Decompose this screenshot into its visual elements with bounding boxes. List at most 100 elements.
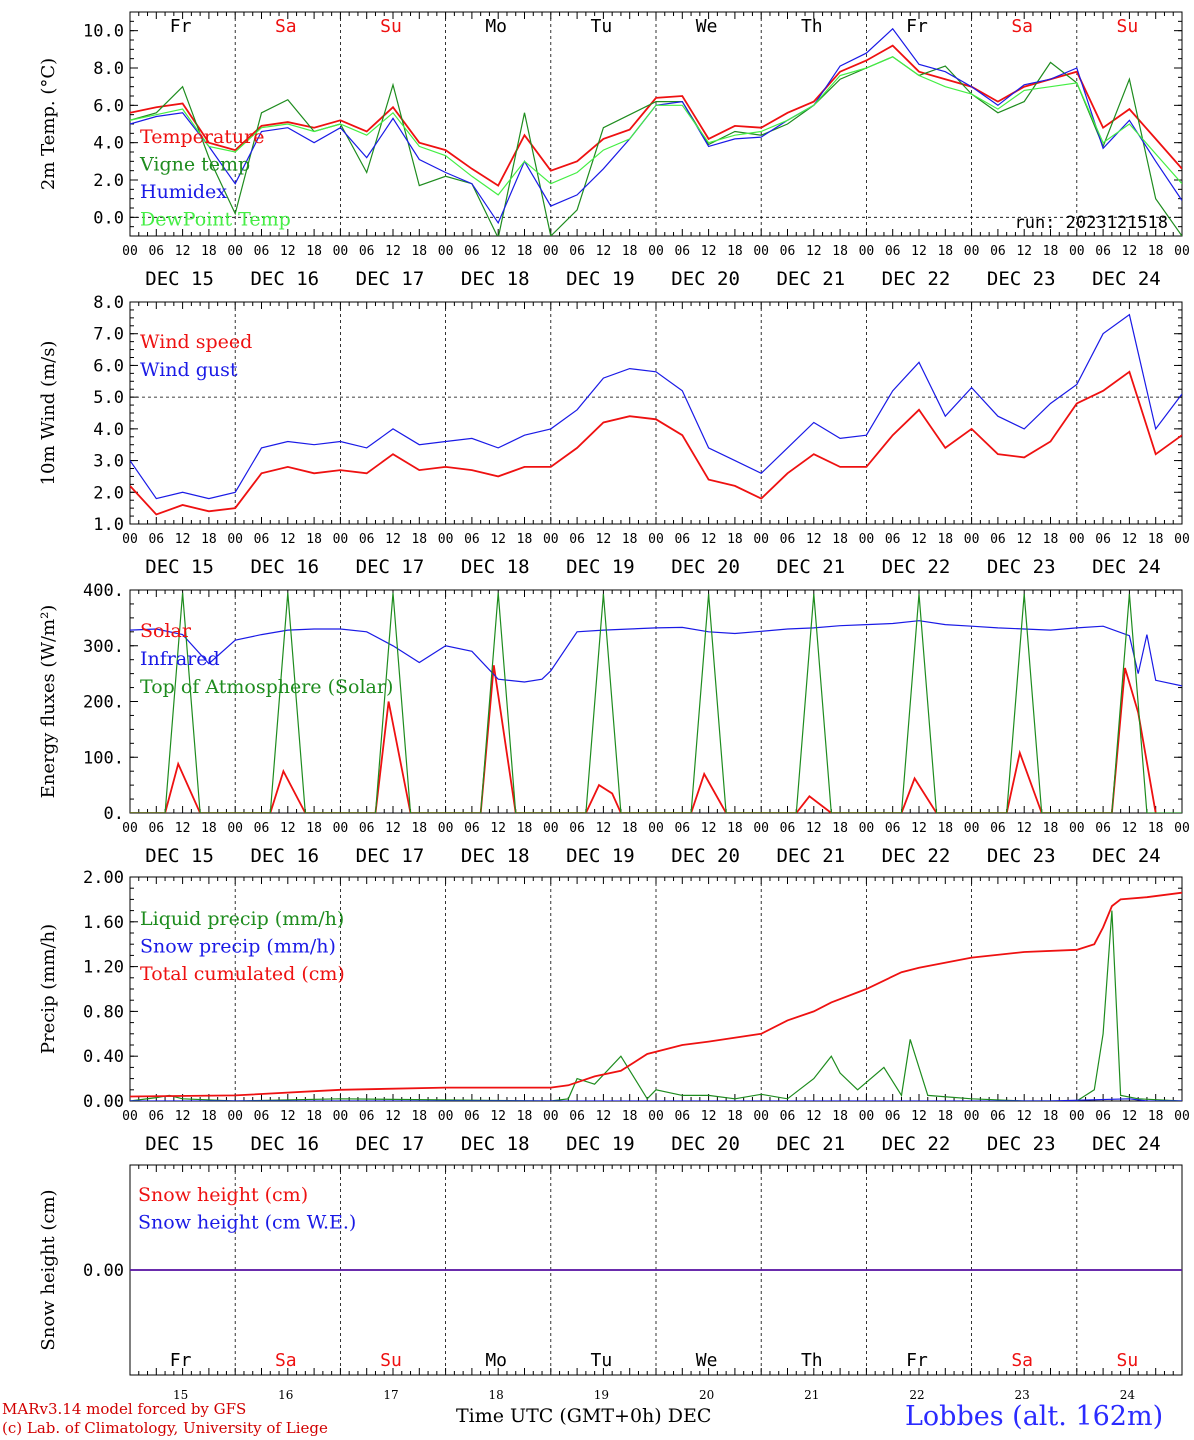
- hour-tick-label: 18: [201, 1109, 217, 1124]
- station-label: Lobbes (alt. 162m): [905, 1401, 1164, 1432]
- hour-tick-label: 00: [227, 244, 243, 259]
- date-label: DEC 19: [566, 1133, 635, 1155]
- day-number-label: 19: [594, 1388, 609, 1402]
- x-axis-month: DEC: [667, 1405, 712, 1427]
- hour-tick-label: 06: [990, 1109, 1006, 1124]
- hour-tick-label: 12: [806, 532, 822, 547]
- hour-tick-label: 12: [911, 244, 927, 259]
- series-line-wind-gust: [130, 313, 1182, 500]
- date-label: DEC 17: [356, 556, 425, 578]
- hour-tick-label: 12: [701, 244, 717, 259]
- date-label: DEC 19: [566, 845, 635, 867]
- panel-5: 0.00 Snow height (cm) Snow height (cm) Snow…: [38, 1164, 1183, 1402]
- hour-tick-label: 06: [148, 821, 164, 836]
- hour-tick-label: 18: [937, 532, 953, 547]
- hour-tick-label: 12: [911, 1109, 927, 1124]
- hour-tick-label: 18: [517, 532, 533, 547]
- hour-tick-label: 12: [280, 532, 296, 547]
- legend-entry: Vigne temp: [139, 154, 250, 176]
- y-axis-label: 10m Wind (m/s): [38, 341, 59, 486]
- weekday-label: Su: [1117, 1350, 1139, 1371]
- date-label: DEC 16: [250, 268, 319, 290]
- series-line-infrared: [130, 620, 1182, 687]
- hour-tick-label: 00: [333, 1109, 349, 1124]
- hour-tick-label: 18: [727, 244, 743, 259]
- legend-entry: Total cumulated (cm): [140, 963, 345, 985]
- hour-tick-label: 06: [464, 821, 480, 836]
- date-label: DEC 15: [145, 268, 214, 290]
- hour-tick-label: 06: [254, 244, 270, 259]
- hour-tick-label: 18: [1043, 821, 1059, 836]
- hour-tick-label: 06: [990, 821, 1006, 836]
- date-label: DEC 16: [250, 1133, 319, 1155]
- hour-tick-label: 12: [911, 821, 927, 836]
- hour-tick-label: 18: [727, 1109, 743, 1124]
- date-label: DEC 22: [882, 556, 951, 578]
- hour-tick-label: 12: [806, 821, 822, 836]
- hour-tick-label: 00: [333, 532, 349, 547]
- hour-tick-label: 00: [648, 244, 664, 259]
- weekday-label: Fr: [906, 16, 928, 37]
- hour-tick-label: 00: [122, 1109, 138, 1124]
- date-label: DEC 16: [250, 845, 319, 867]
- hour-tick-label: 06: [1095, 1109, 1111, 1124]
- hour-tick-label: 00: [1069, 821, 1085, 836]
- hour-tick-label: 00: [753, 244, 769, 259]
- hour-tick-label: 00: [753, 1109, 769, 1124]
- date-label: DEC 22: [882, 1133, 951, 1155]
- hour-tick-label: 00: [543, 821, 559, 836]
- hour-tick-label: 06: [148, 1109, 164, 1124]
- hour-tick-label: 18: [517, 821, 533, 836]
- hour-tick-label: 00: [543, 532, 559, 547]
- date-label: DEC 24: [1092, 1133, 1161, 1155]
- hour-tick-label: 12: [175, 532, 191, 547]
- hour-tick-label: 18: [1148, 532, 1164, 547]
- date-label: DEC 24: [1092, 268, 1161, 290]
- legend-entry: Top of Atmosphere (Solar): [140, 676, 393, 698]
- hour-tick-label: 12: [490, 532, 506, 547]
- hour-tick-label: 18: [937, 1109, 953, 1124]
- weekday-label: Sa: [275, 1350, 297, 1371]
- date-label: DEC 21: [776, 556, 845, 578]
- hour-tick-label: 12: [490, 1109, 506, 1124]
- hour-tick-label: 18: [1148, 821, 1164, 836]
- hour-tick-label: 00: [333, 821, 349, 836]
- series-line-dewpoint-temp: [130, 56, 1182, 196]
- run-label: run: 2023121518: [1014, 213, 1168, 233]
- legend-entry: Wind speed: [140, 331, 252, 353]
- hour-tick-label: 00: [227, 1109, 243, 1124]
- hour-tick-label: 18: [832, 244, 848, 259]
- hour-tick-label: 06: [359, 821, 375, 836]
- series-line-snow-precip-mm-h: [130, 1098, 1182, 1101]
- hour-tick-label: 18: [306, 244, 322, 259]
- hour-tick-label: 12: [490, 244, 506, 259]
- date-label: DEC 24: [1092, 845, 1161, 867]
- hour-tick-label: 12: [701, 532, 717, 547]
- legend-entry: Humidex: [140, 181, 227, 203]
- day-number-label: 23: [1015, 1388, 1030, 1402]
- date-label: DEC 19: [566, 268, 635, 290]
- hour-tick-label: 06: [780, 532, 796, 547]
- hour-tick-label: 06: [780, 244, 796, 259]
- legend-entry: Temperature: [140, 126, 264, 148]
- hour-tick-label: 06: [464, 1109, 480, 1124]
- hour-tick-label: 00: [859, 1109, 875, 1124]
- hour-tick-label: 18: [1043, 244, 1059, 259]
- hour-tick-label: 12: [1122, 244, 1138, 259]
- legend-entry: Snow precip (mm/h): [140, 936, 336, 958]
- day-number-label: 22: [909, 1388, 924, 1402]
- date-label: DEC 15: [145, 845, 214, 867]
- hour-tick-label: 00: [438, 821, 454, 836]
- date-label: DEC 18: [461, 556, 530, 578]
- y-tick-label: 0.0: [93, 208, 124, 228]
- hour-tick-label: 06: [885, 244, 901, 259]
- hour-tick-label: 06: [569, 821, 585, 836]
- hour-tick-label: 18: [937, 821, 953, 836]
- hour-tick-label: 06: [1095, 244, 1111, 259]
- hour-tick-label: 12: [701, 1109, 717, 1124]
- hour-tick-label: 06: [359, 1109, 375, 1124]
- hour-tick-label: 00: [1174, 1109, 1190, 1124]
- weekday-label: Th: [801, 16, 823, 37]
- weekday-label: Su: [380, 1350, 402, 1371]
- y-tick-label: 0.80: [83, 1002, 124, 1022]
